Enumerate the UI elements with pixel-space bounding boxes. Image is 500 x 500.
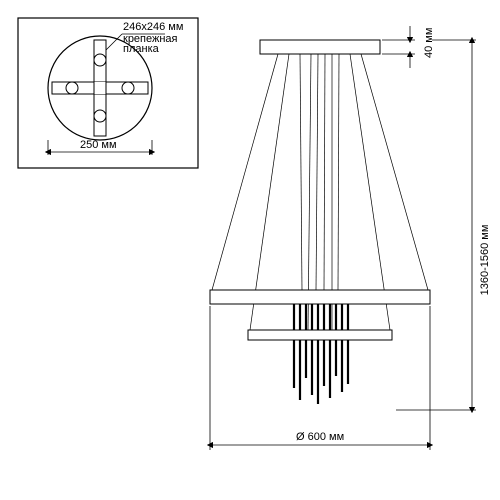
ceiling-canopy [260, 40, 380, 54]
overall-height-label: 1360-1560 мм [479, 225, 491, 296]
diameter-label: Ø 600 мм [296, 431, 344, 443]
inset-diagram: 246x246 мм крепежная планка 250 мм [18, 18, 198, 168]
plate-name-label-2: планка [123, 43, 160, 55]
canopy-height-dim [382, 26, 415, 68]
plate-size-label: 246x246 мм [123, 21, 183, 33]
upper-ring [210, 290, 430, 304]
canopy-height-label: 40 мм [423, 28, 435, 58]
suspension-cables [212, 54, 428, 330]
diameter-dim [210, 306, 430, 450]
technical-drawing: 246x246 мм крепежная планка 250 мм [0, 0, 500, 500]
fixture-side-view [210, 40, 430, 404]
pendant-rods [294, 304, 348, 404]
inset-width-label: 250 мм [80, 139, 117, 151]
overall-height-dim [396, 40, 476, 410]
